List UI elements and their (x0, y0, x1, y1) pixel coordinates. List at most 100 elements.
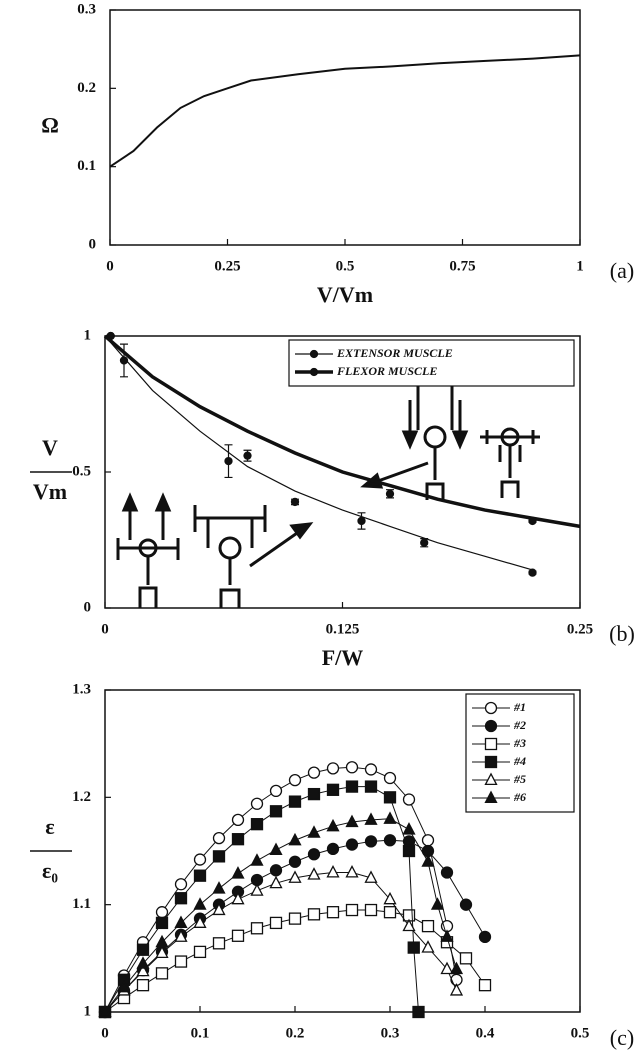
data-point (326, 783, 340, 796)
legend-label: #6 (513, 790, 526, 804)
data-point (193, 945, 207, 959)
data-point (326, 865, 340, 878)
x-axis-label: F/W (322, 645, 364, 670)
y-tick-label: 1.2 (72, 789, 91, 805)
data-point (193, 869, 207, 882)
data-point (243, 451, 252, 460)
figure-body (219, 558, 241, 608)
data-point (288, 855, 302, 868)
legend-label: #3 (513, 736, 526, 750)
data-point (269, 875, 283, 889)
series-line (103, 334, 581, 529)
data-point (119, 356, 129, 365)
data-point (420, 538, 429, 547)
data-point (528, 568, 537, 577)
data-point (231, 813, 245, 827)
data-point (364, 903, 378, 917)
data-point (288, 912, 302, 925)
data-point (250, 922, 264, 935)
data-point (155, 934, 169, 948)
data-point (288, 832, 302, 846)
barbell (480, 430, 540, 444)
data-point (193, 915, 207, 928)
figure-head (218, 536, 242, 560)
data-point (231, 833, 245, 846)
legend-label: FLEXOR MUSCLE (336, 364, 437, 378)
data-point (430, 897, 445, 910)
data-point (269, 784, 283, 798)
data-point (407, 941, 420, 954)
x-tick-label: 0.5 (571, 1025, 590, 1041)
y-tick-label: 0 (84, 599, 92, 615)
data-point (136, 963, 150, 977)
data-point (364, 835, 378, 848)
legend-marker (484, 719, 498, 733)
y-tick-label: 0.1 (77, 158, 96, 174)
data-point (345, 814, 359, 828)
data-point (412, 1005, 425, 1019)
data-point (98, 1004, 112, 1018)
legend-marker (484, 737, 498, 751)
data-point (326, 906, 340, 919)
pointer-arrow (377, 461, 429, 483)
y-tick-label: 0.2 (77, 80, 96, 96)
data-point (288, 870, 302, 883)
data-point (231, 866, 245, 879)
data-point (250, 883, 264, 896)
legend-box (288, 339, 575, 387)
legend-marker (309, 349, 319, 359)
data-point (345, 838, 359, 851)
data-point (364, 763, 378, 776)
legend-marker (484, 755, 498, 769)
data-point (288, 795, 302, 808)
y-axis-label-denominator: Vm (33, 479, 67, 504)
data-point (345, 903, 359, 917)
data-point (345, 865, 359, 878)
data-point (307, 848, 321, 861)
data-point (383, 811, 397, 824)
y-tick-label: 0.3 (77, 1, 96, 17)
data-point (231, 929, 245, 942)
panel-label: (b) (609, 621, 635, 646)
data-point (307, 867, 321, 880)
data-point (421, 834, 435, 847)
data-point (421, 854, 435, 867)
data-point (155, 967, 169, 980)
arrow-head (121, 492, 139, 512)
y-axis-label: Ω (41, 113, 59, 138)
arrow-head (451, 430, 469, 450)
data-point (250, 818, 264, 831)
data-point (307, 766, 321, 779)
data-point (174, 929, 188, 942)
x-tick-label: 0.25 (567, 621, 593, 637)
data-point (345, 761, 359, 774)
data-point (357, 516, 366, 526)
x-tick-label: 0.75 (449, 258, 475, 274)
arrow-head (401, 430, 419, 450)
data-point (155, 945, 169, 959)
legend-label: #5 (513, 772, 526, 786)
y-tick-label: 1 (84, 1003, 92, 1019)
data-point (307, 825, 321, 838)
data-point (174, 892, 188, 905)
data-point (440, 961, 454, 975)
legend-marker (484, 772, 498, 786)
data-point (449, 961, 464, 975)
data-point (212, 902, 226, 916)
data-point (250, 797, 264, 810)
data-point (307, 908, 321, 921)
x-tick-label: 0.4 (476, 1025, 495, 1041)
data-point (421, 940, 435, 953)
data-point (383, 791, 397, 804)
data-point (106, 331, 115, 341)
data-point (383, 771, 397, 785)
x-tick-label: 0.5 (336, 258, 355, 274)
data-point (440, 866, 454, 879)
panel-label: (a) (610, 258, 634, 283)
figure-head (423, 425, 447, 449)
data-point (136, 979, 150, 992)
data-point (364, 780, 378, 793)
y-tick-label: 1.1 (72, 896, 91, 912)
data-point (212, 850, 226, 863)
arrow-head (289, 522, 314, 540)
